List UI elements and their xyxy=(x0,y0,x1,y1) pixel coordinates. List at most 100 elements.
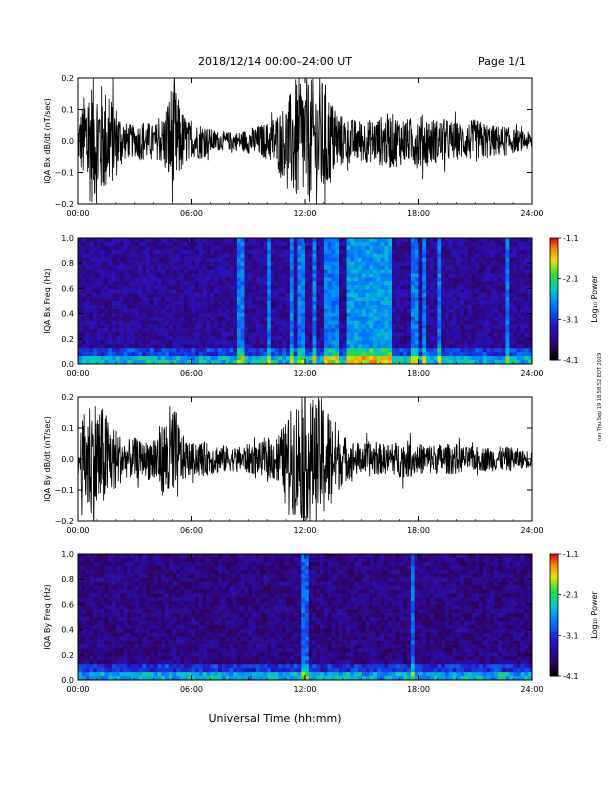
spectrogram-cell xyxy=(112,664,117,669)
spectrogram-cell xyxy=(259,340,264,345)
spectrogram-cell xyxy=(339,344,344,349)
spectrogram-cell xyxy=(214,238,219,243)
spectrogram-cell xyxy=(202,344,207,349)
spectrogram-cell xyxy=(108,245,113,251)
spectrogram-cell xyxy=(221,285,226,290)
spectrogram-cell xyxy=(100,632,105,637)
spectrogram-cell xyxy=(146,676,151,681)
spectrogram-cell xyxy=(165,561,170,567)
spectrogram-cell xyxy=(312,336,317,341)
spectrogram-cell xyxy=(119,554,124,559)
spectrogram-cell xyxy=(463,257,468,262)
spectrogram-cell xyxy=(149,656,154,661)
spectrogram-cell xyxy=(520,293,525,298)
bx-spectrogram-xtick-label: 24:00 xyxy=(520,369,543,378)
spectrogram-cell xyxy=(157,277,162,282)
spectrogram-cell xyxy=(384,297,389,302)
spectrogram-cell xyxy=(180,277,185,282)
spectrogram-cell xyxy=(418,238,423,243)
spectrogram-cell xyxy=(475,332,480,337)
spectrogram-cell xyxy=(289,356,294,361)
spectrogram-cell xyxy=(161,316,166,321)
spectrogram-cell xyxy=(112,336,117,341)
spectrogram-cell xyxy=(494,352,499,357)
spectrogram-cell xyxy=(244,324,249,329)
spectrogram-cell xyxy=(297,316,302,321)
spectrogram-cell xyxy=(323,293,328,298)
spectrogram-cell xyxy=(130,554,136,559)
spectrogram-cell xyxy=(244,273,249,278)
spectrogram-cell xyxy=(187,328,192,333)
spectrogram-cell xyxy=(112,565,117,571)
spectrogram-cell xyxy=(520,344,525,349)
spectrogram-cell xyxy=(327,238,332,243)
spectrogram-cell xyxy=(331,245,336,251)
spectrogram-cell xyxy=(199,316,204,321)
spectrogram-cell xyxy=(142,253,147,258)
spectrogram-cell xyxy=(418,308,423,314)
spectrogram-cell xyxy=(172,356,177,361)
spectrogram-cell xyxy=(138,656,143,661)
spectrogram-cell xyxy=(289,316,294,321)
spectrogram-cell xyxy=(214,297,219,302)
spectrogram-cell xyxy=(146,644,151,649)
spectrogram-cell xyxy=(85,624,90,630)
spectrogram-cell xyxy=(482,316,487,321)
bx-waveform-ytick-label: −0.1 xyxy=(55,169,74,178)
spectrogram-cell xyxy=(331,265,336,270)
spectrogram-cell xyxy=(528,297,533,302)
spectrogram-cell xyxy=(104,245,109,251)
spectrogram-cell xyxy=(259,257,264,262)
spectrogram-cell xyxy=(365,289,370,294)
spectrogram-cell xyxy=(78,289,83,294)
spectrogram-cell xyxy=(274,249,279,255)
spectrogram-cell xyxy=(248,340,253,345)
spectrogram-cell xyxy=(183,340,189,345)
spectrogram-cell xyxy=(407,360,412,365)
spectrogram-cell xyxy=(274,352,279,357)
spectrogram-cell xyxy=(297,360,302,365)
spectrogram-cell xyxy=(429,352,434,357)
spectrogram-cell xyxy=(78,561,83,567)
spectrogram-cell xyxy=(369,304,374,310)
spectrogram-cell xyxy=(100,238,105,243)
spectrogram-cell xyxy=(85,565,90,571)
spectrogram-cell xyxy=(142,328,147,333)
spectrogram-cell xyxy=(142,257,147,262)
spectrogram-cell xyxy=(380,336,385,341)
spectrogram-cell xyxy=(516,348,521,353)
spectrogram-cell xyxy=(89,617,94,622)
spectrogram-cell xyxy=(414,269,419,274)
spectrogram-cell xyxy=(346,253,351,258)
spectrogram-cell xyxy=(282,304,287,310)
spectrogram-cell xyxy=(278,304,283,310)
spectrogram-cell xyxy=(138,593,143,598)
spectrogram-cell xyxy=(127,241,132,247)
spectrogram-cell xyxy=(501,324,506,329)
spectrogram-cell xyxy=(172,617,177,622)
spectrogram-cell xyxy=(153,589,158,594)
spectrogram-cell xyxy=(123,312,128,318)
spectrogram-cell xyxy=(460,293,465,298)
spectrogram-cell xyxy=(339,238,344,243)
spectrogram-cell xyxy=(354,241,359,247)
spectrogram-cell xyxy=(191,320,196,325)
spectrogram-cell xyxy=(115,620,120,626)
spectrogram-cell xyxy=(123,585,128,590)
spectrogram-cell xyxy=(165,554,170,559)
spectrogram-cell xyxy=(452,245,457,251)
spectrogram-cell xyxy=(85,585,90,590)
spectrogram-cell xyxy=(240,308,245,314)
bx-waveform-ytick-label: 0.0 xyxy=(61,137,74,146)
spectrogram-cell xyxy=(134,277,139,282)
spectrogram-cell xyxy=(134,581,139,586)
spectrogram-cell xyxy=(225,360,230,365)
spectrogram-cell xyxy=(282,269,287,274)
spectrogram-cell xyxy=(263,241,268,247)
spectrogram-cell xyxy=(146,581,151,586)
spectrogram-cell xyxy=(127,348,132,353)
spectrogram-cell xyxy=(108,304,113,310)
spectrogram-cell xyxy=(233,269,238,274)
spectrogram-cell xyxy=(524,297,529,302)
spectrogram-cell xyxy=(180,554,185,559)
